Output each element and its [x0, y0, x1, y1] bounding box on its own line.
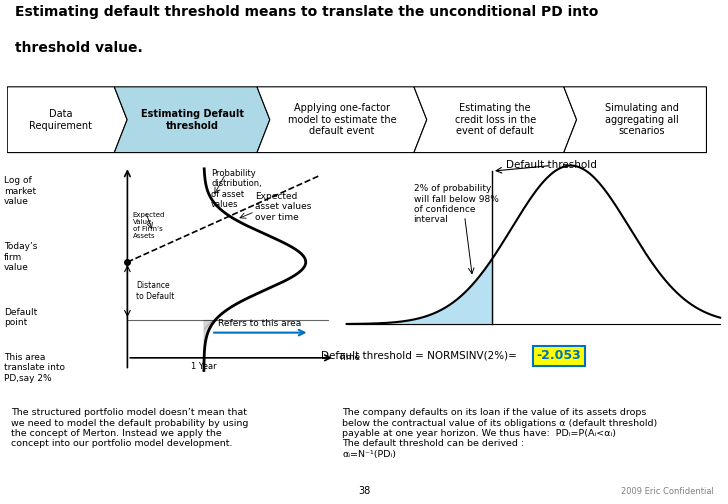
Text: The structured portfolio model doesn’t mean that
we need to model the default pr: The structured portfolio model doesn’t m…: [11, 408, 248, 449]
Text: threshold value.: threshold value.: [15, 41, 142, 55]
Polygon shape: [7, 87, 127, 153]
Text: Distance
to Default: Distance to Default: [137, 281, 175, 301]
Text: Simulating and
aggregating all
scenarios: Simulating and aggregating all scenarios: [604, 103, 678, 136]
Text: Estimating the
credit loss in the
event of default: Estimating the credit loss in the event …: [455, 103, 536, 136]
Polygon shape: [114, 87, 270, 153]
Text: -2.053: -2.053: [537, 349, 581, 362]
Text: Today’s
firm
value: Today’s firm value: [4, 242, 37, 272]
Polygon shape: [414, 87, 577, 153]
Text: 2009 Eric Confidential: 2009 Eric Confidential: [620, 487, 713, 496]
Text: Applying one-factor
model to estimate the
default event: Applying one-factor model to estimate th…: [288, 103, 396, 136]
Text: Log of
market
value: Log of market value: [4, 176, 36, 206]
Text: Expected
Value
of Firm’s
Assets: Expected Value of Firm’s Assets: [132, 212, 165, 239]
Text: Default
point: Default point: [4, 308, 37, 327]
Text: Default threshold: Default threshold: [506, 160, 596, 170]
Text: Time: Time: [339, 353, 360, 362]
Text: Refers to this area: Refers to this area: [218, 320, 301, 328]
Text: Default threshold = NORMSINV(2%)=: Default threshold = NORMSINV(2%)=: [321, 351, 517, 361]
Text: Estimating Default
threshold: Estimating Default threshold: [141, 109, 244, 131]
Text: 1 Year: 1 Year: [191, 362, 217, 371]
Text: Expected
asset values
over time: Expected asset values over time: [255, 192, 311, 222]
Text: 2% of probability
will fall below 98%
of confidence
interval: 2% of probability will fall below 98% of…: [414, 184, 499, 224]
Text: Probability
distribution,
of asset
values: Probability distribution, of asset value…: [211, 169, 262, 209]
Polygon shape: [563, 87, 706, 153]
Text: Estimating default threshold means to translate the unconditional PD into: Estimating default threshold means to tr…: [15, 5, 598, 19]
Text: This area
translate into
PD,say 2%: This area translate into PD,say 2%: [4, 353, 65, 383]
Text: Data
Requirement: Data Requirement: [29, 109, 92, 131]
Text: 38: 38: [358, 486, 370, 496]
Text: The company defaults on its loan if the value of its assets drops
below the cont: The company defaults on its loan if the …: [342, 408, 657, 459]
Polygon shape: [257, 87, 427, 153]
